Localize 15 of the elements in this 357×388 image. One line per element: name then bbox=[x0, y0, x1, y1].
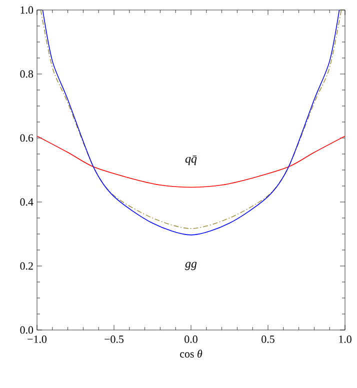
y-tick-label: 0.2 bbox=[20, 262, 33, 270]
y-tick-label: 0.0 bbox=[20, 326, 34, 334]
y-tick-label: 0.8 bbox=[20, 70, 34, 78]
x-tick-label: 0.5 bbox=[262, 336, 274, 343]
x-tick-label: 0.0 bbox=[184, 336, 198, 343]
x-tick-label: −0.5 bbox=[104, 336, 124, 343]
y-tick-label: 0.4 bbox=[20, 198, 34, 206]
x-axis-title: cos θ bbox=[180, 350, 202, 358]
x-tick-label: 1.0 bbox=[339, 336, 352, 343]
annotation: qq̄ bbox=[185, 156, 197, 166]
annotation: gg bbox=[185, 262, 197, 270]
line-series bbox=[37, 136, 345, 188]
x-tick-label: −1.0 bbox=[28, 336, 47, 343]
y-tick-label: 0.6 bbox=[20, 134, 34, 142]
y-tick-label: 1.0 bbox=[20, 6, 34, 14]
